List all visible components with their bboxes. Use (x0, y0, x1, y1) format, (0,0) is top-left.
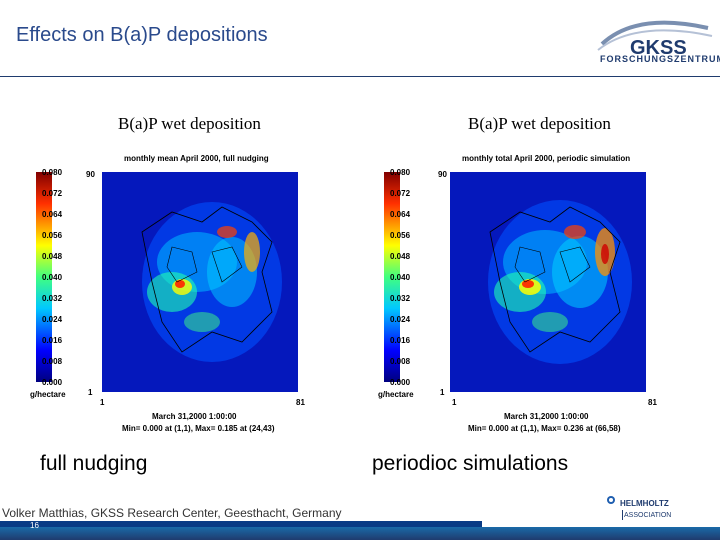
units-label: g/hectare (378, 390, 414, 399)
axis-x-right: 81 (648, 398, 657, 407)
map-date: March 31,2000 1:00:00 (504, 412, 589, 421)
deposition-map (102, 172, 298, 392)
svg-text:GKSS: GKSS (630, 37, 687, 59)
axis-y-top: 90 (438, 170, 447, 179)
caption-full-nudging: full nudging (40, 452, 148, 475)
deposition-map (450, 172, 646, 392)
axis-x-left: 1 (100, 398, 105, 407)
header-divider (0, 76, 720, 77)
svg-text:ASSOCIATION: ASSOCIATION (624, 512, 671, 519)
axis-y-bottom: 1 (88, 388, 93, 397)
map-minmax: Min= 0.000 at (1,1), Max= 0.236 at (66,5… (468, 424, 621, 433)
colorbar (36, 172, 52, 382)
helmholtz-logo: HELMHOLTZ ASSOCIATION (607, 496, 671, 520)
axis-x-right: 81 (296, 398, 305, 407)
footer-bottom-band (0, 527, 720, 540)
panel-full-nudging: B(a)P wet deposition monthly mean April … (30, 114, 305, 433)
panel-title: B(a)P wet deposition (468, 114, 611, 133)
slide-number: 16 (30, 521, 39, 530)
panel-periodic-simulation: B(a)P wet deposition monthly total April… (378, 114, 657, 433)
axis-x-left: 1 (452, 398, 457, 407)
units-label: g/hectare (30, 390, 66, 399)
axis-y-bottom: 1 (440, 388, 445, 397)
map-date: March 31,2000 1:00:00 (152, 412, 237, 421)
caption-periodic: periodioc simulations (372, 452, 569, 475)
svg-text:HELMHOLTZ: HELMHOLTZ (620, 499, 669, 508)
slide-title: Effects on B(a)P depositions (16, 24, 268, 46)
panel-title: B(a)P wet deposition (118, 114, 261, 133)
footer-author: Volker Matthias, GKSS Research Center, G… (2, 506, 342, 520)
panel-subtitle: monthly mean April 2000, full nudging (124, 154, 269, 163)
gkss-logo: GKSS (597, 20, 713, 59)
panel-subtitle: monthly total April 2000, periodic simul… (462, 154, 631, 163)
footer-bar (0, 521, 482, 527)
colorbar (384, 172, 400, 382)
axis-y-top: 90 (86, 170, 95, 179)
logo-subtitle: FORSCHUNGSZENTRUM (600, 54, 720, 64)
map-minmax: Min= 0.000 at (1,1), Max= 0.185 at (24,4… (122, 424, 275, 433)
